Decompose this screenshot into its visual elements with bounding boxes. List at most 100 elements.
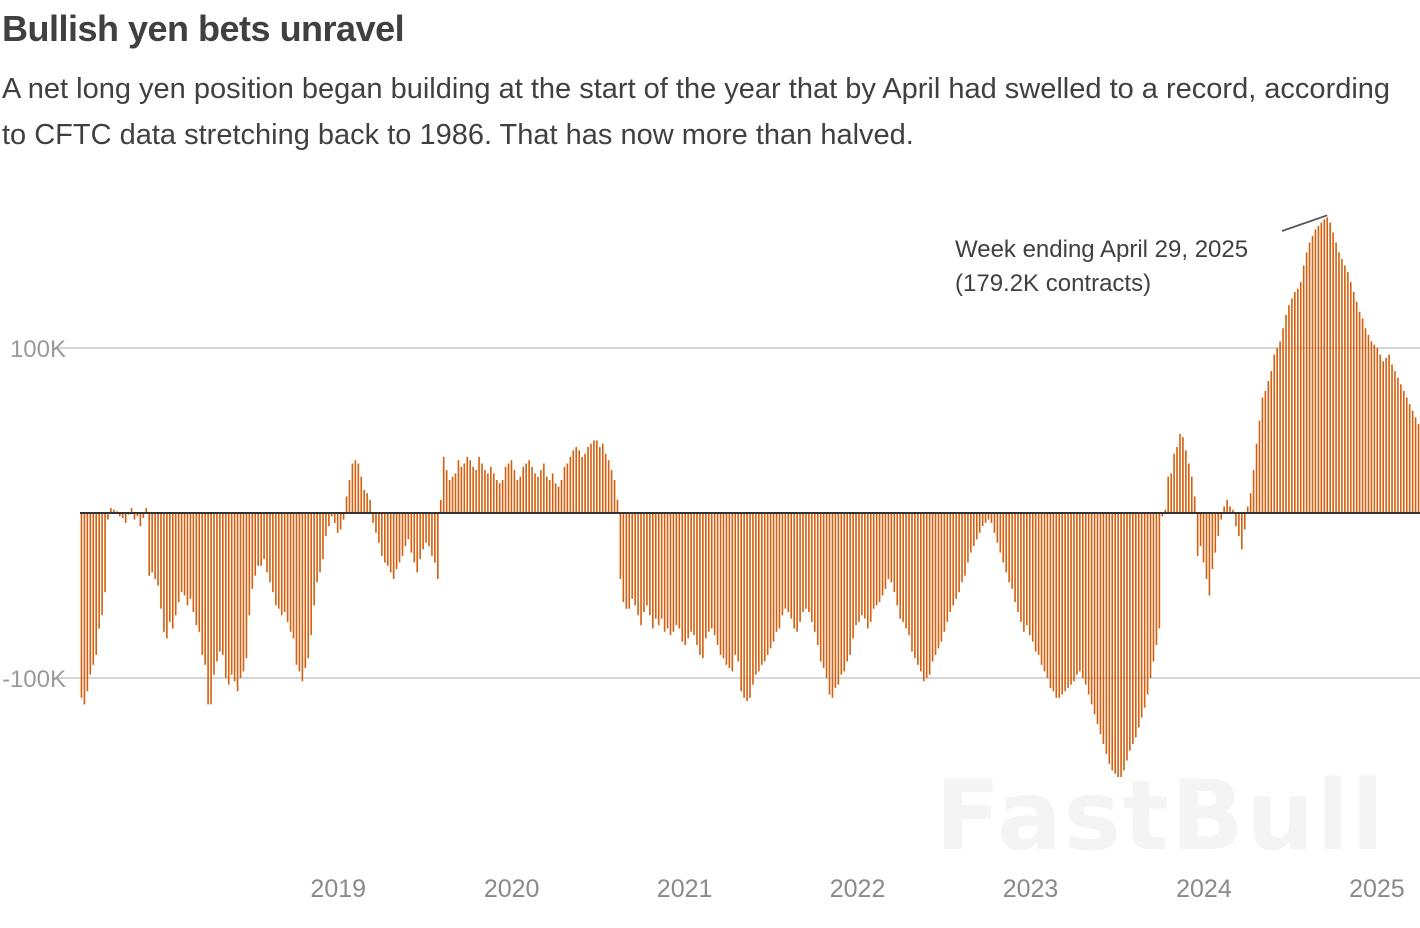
bar: [124, 513, 127, 523]
bar: [183, 513, 186, 596]
bar: [487, 473, 489, 513]
bar: [490, 466, 492, 513]
bar: [861, 513, 863, 616]
bar: [95, 513, 98, 655]
bar: [1190, 476, 1193, 513]
bar: [1026, 513, 1028, 626]
bar: [1046, 513, 1049, 678]
bar: [1408, 404, 1411, 513]
bar: [1243, 513, 1246, 530]
bar: [1067, 513, 1069, 688]
bar: [805, 513, 807, 609]
bar: [596, 440, 598, 513]
bar: [148, 513, 151, 576]
bar: [952, 513, 955, 606]
bar: [1199, 513, 1202, 546]
bar: [113, 509, 115, 513]
bar: [528, 460, 530, 513]
bar: [1034, 513, 1037, 652]
bar: [1084, 513, 1087, 685]
bar: [613, 480, 616, 513]
bar: [1158, 513, 1161, 629]
bar: [1273, 354, 1276, 513]
bar: [1214, 513, 1217, 553]
bar: [713, 513, 716, 636]
bar: [180, 513, 183, 593]
bar: [819, 513, 822, 662]
bar: [672, 513, 675, 632]
bar: [289, 513, 292, 632]
bar: [881, 513, 884, 596]
bar: [83, 513, 86, 705]
bar: [816, 513, 819, 645]
bar: [1081, 513, 1084, 678]
bar: [207, 513, 209, 705]
bar: [654, 513, 657, 619]
bar: [245, 513, 248, 659]
bar: [531, 466, 533, 513]
bar: [1235, 513, 1237, 527]
bar: [1126, 513, 1128, 761]
bar: [248, 513, 251, 616]
bar: [484, 470, 486, 513]
bar: [1120, 513, 1122, 777]
bar: [705, 513, 707, 639]
bar: [1155, 513, 1158, 645]
bar: [389, 513, 392, 573]
bar: [1394, 371, 1396, 513]
bar: [590, 443, 592, 513]
bar: [796, 513, 798, 632]
bar: [431, 513, 433, 556]
bar: [110, 508, 112, 513]
bar: [1270, 371, 1273, 513]
bar: [955, 513, 957, 599]
bar: [277, 513, 280, 609]
bar: [1397, 377, 1399, 513]
bar: [993, 513, 996, 533]
bar: [233, 513, 236, 682]
bar: [740, 513, 742, 692]
bar: [914, 513, 916, 659]
bar: [177, 513, 180, 603]
bar: [1414, 417, 1417, 513]
bar: [1341, 258, 1343, 513]
bar: [1176, 447, 1178, 513]
bar: [345, 496, 348, 513]
bar: [1167, 476, 1170, 513]
bar: [304, 513, 307, 669]
bar: [1352, 291, 1355, 513]
bar: [1117, 513, 1119, 777]
bar: [572, 450, 575, 513]
bar: [1323, 219, 1326, 514]
bar: [286, 513, 289, 622]
annotation-value: (179.2K contracts): [955, 270, 1151, 297]
bar: [973, 513, 975, 546]
bar: [1179, 433, 1181, 513]
bar: [1173, 453, 1175, 513]
bar: [519, 476, 522, 513]
bar: [1049, 513, 1052, 688]
bar: [1370, 341, 1373, 513]
bar: [734, 513, 737, 655]
bar: [342, 513, 345, 520]
bar: [937, 513, 940, 649]
bar: [790, 513, 793, 619]
bar: [222, 513, 224, 655]
bar: [719, 513, 722, 655]
bar: [272, 513, 274, 593]
bar: [990, 513, 993, 523]
bar: [1220, 513, 1223, 520]
bar: [970, 513, 972, 553]
bar: [1140, 513, 1143, 718]
bar: [946, 513, 949, 622]
bar: [566, 463, 569, 513]
bar: [195, 513, 198, 626]
bar: [313, 513, 315, 606]
bar: [643, 513, 645, 612]
bar: [1137, 513, 1140, 728]
bar: [354, 460, 357, 513]
bar: [1123, 513, 1125, 771]
bar: [766, 513, 769, 655]
bar: [469, 460, 472, 513]
